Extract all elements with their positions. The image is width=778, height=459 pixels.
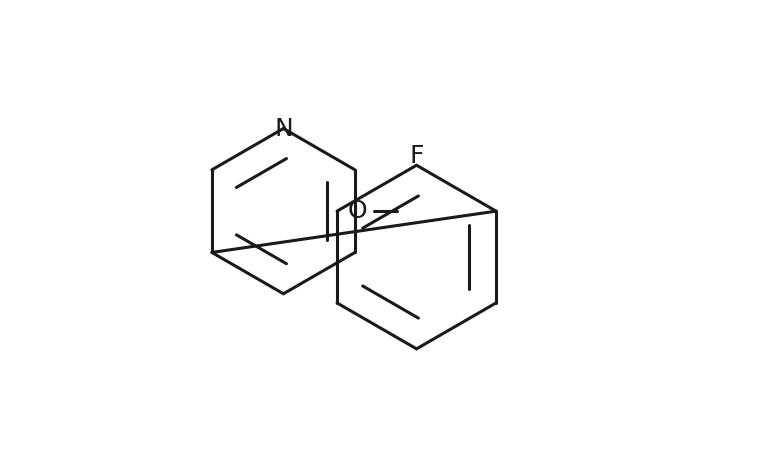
Text: N: N [274, 117, 293, 140]
Text: O: O [348, 199, 367, 223]
Text: F: F [409, 144, 424, 168]
